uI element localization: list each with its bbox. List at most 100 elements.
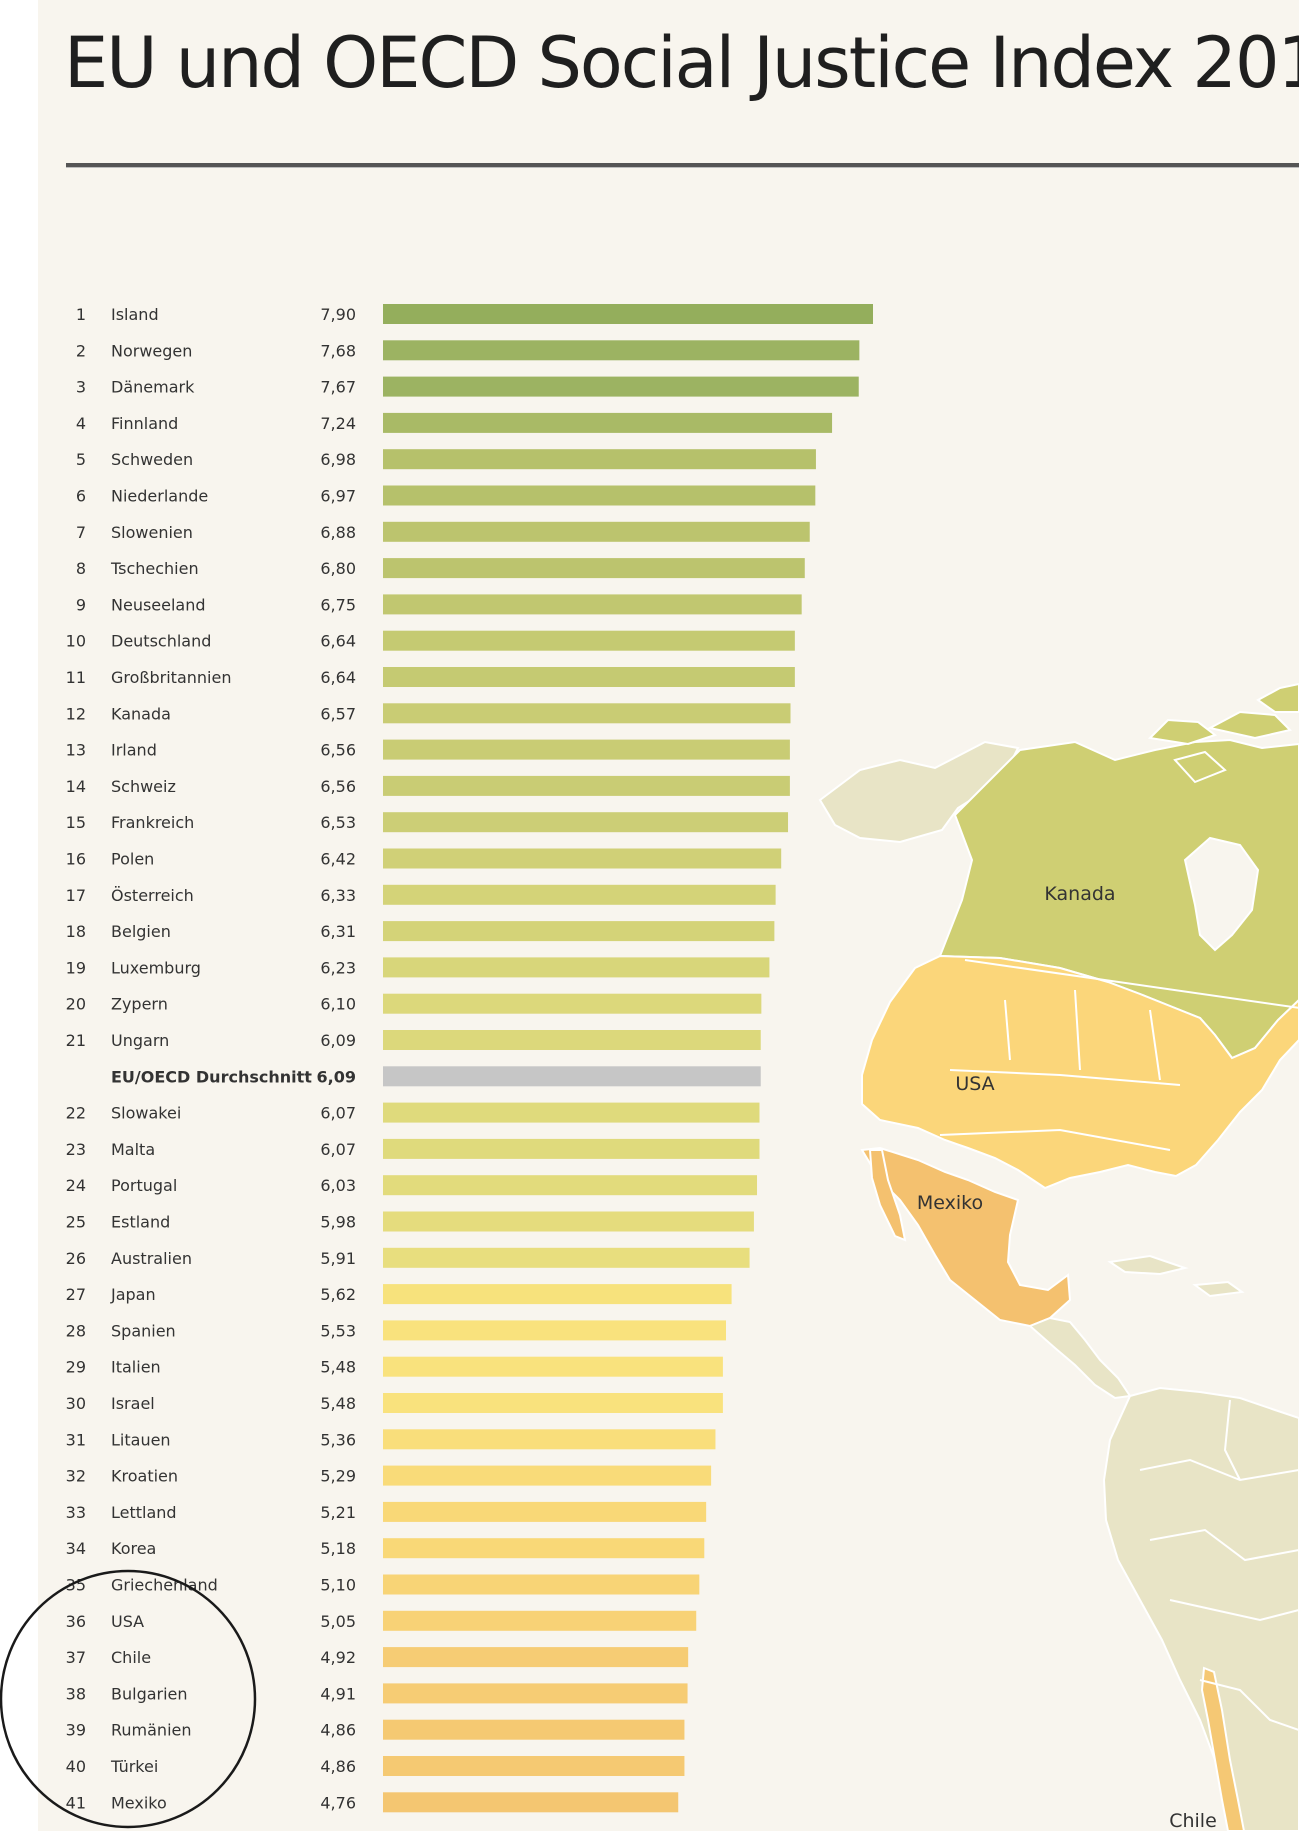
row-value: 6,80 xyxy=(320,559,356,578)
row-value: 6,97 xyxy=(320,487,356,506)
row-value: 5,36 xyxy=(320,1430,356,1449)
page-title: EU und OECD Social Justice Index 2019 xyxy=(64,22,1299,104)
row-rank: 12 xyxy=(66,704,86,723)
row-rank: 19 xyxy=(66,958,86,977)
row-country: Portugal xyxy=(111,1176,177,1195)
row-country: Estland xyxy=(111,1213,170,1232)
map-label-kanada: Kanada xyxy=(1044,883,1115,905)
row-rank: 6 xyxy=(76,487,86,506)
map-borders xyxy=(939,959,1299,1731)
row-value: 5,21 xyxy=(320,1503,356,1522)
row-country: Belgien xyxy=(111,922,171,941)
row-value: 4,76 xyxy=(320,1793,356,1812)
bar xyxy=(383,1175,758,1196)
row-rank: 34 xyxy=(66,1539,86,1558)
bar xyxy=(383,1102,760,1123)
row-rank: 18 xyxy=(66,922,86,941)
bar xyxy=(383,1393,723,1413)
row-value: 6,57 xyxy=(320,704,356,723)
row-value: 5,53 xyxy=(320,1321,356,1340)
bar xyxy=(383,1211,754,1232)
bar-rows: 1 Island 7,90 2 Norwegen 7,68 3 Dänemark 7,67 4 Fi… xyxy=(66,304,873,1813)
row-rank: 10 xyxy=(66,632,86,651)
row-rank: 13 xyxy=(66,741,86,760)
bar xyxy=(383,340,860,361)
row-value: 4,86 xyxy=(320,1721,356,1740)
row-country: Litauen xyxy=(111,1430,171,1449)
row-value: 7,24 xyxy=(320,414,356,433)
row-rank: 40 xyxy=(66,1757,86,1776)
row-country: Slowenien xyxy=(111,523,193,542)
map-label-usa: USA xyxy=(955,1073,994,1095)
row-country: Rumänien xyxy=(111,1721,192,1740)
row-rank: 9 xyxy=(76,595,86,614)
row-rank: 30 xyxy=(66,1394,86,1413)
row-rank: 21 xyxy=(66,1031,86,1050)
row-country: Chile xyxy=(111,1648,151,1667)
average-bar xyxy=(383,1066,761,1087)
map-region-caribbean xyxy=(1107,1254,1245,1298)
row-value: 6,09 xyxy=(320,1031,356,1050)
bar xyxy=(383,703,791,724)
bar xyxy=(383,1030,761,1050)
row-rank: 33 xyxy=(66,1503,86,1522)
row-rank: 7 xyxy=(76,523,86,542)
row-value: 4,86 xyxy=(320,1757,356,1776)
map-region-mexiko xyxy=(860,1146,1072,1328)
row-rank: 26 xyxy=(66,1249,86,1268)
title-rule xyxy=(66,163,1299,168)
row-rank: 5 xyxy=(76,450,86,469)
row-value: 5,48 xyxy=(320,1358,356,1377)
bar xyxy=(383,993,762,1014)
row-country: Mexiko xyxy=(111,1793,167,1812)
row-rank: 32 xyxy=(66,1467,86,1486)
row-rank: 37 xyxy=(66,1648,86,1667)
row-value: 6,10 xyxy=(320,995,356,1014)
row-value: 6,64 xyxy=(320,668,356,687)
row-country: Spanien xyxy=(111,1321,176,1340)
row-value: 6,42 xyxy=(320,850,356,869)
map-region-baja xyxy=(868,1149,907,1242)
row-country: Luxemburg xyxy=(111,958,201,977)
row-country: Italien xyxy=(111,1358,161,1377)
bar xyxy=(383,304,873,324)
bar xyxy=(383,1284,732,1305)
row-value: 7,68 xyxy=(320,341,356,360)
map-region-usa xyxy=(861,954,1299,1190)
row-country: Schweiz xyxy=(111,777,176,796)
bar xyxy=(383,775,790,796)
row-value: 6,23 xyxy=(320,958,356,977)
row-value: 6,56 xyxy=(320,777,356,796)
bar xyxy=(383,1247,750,1268)
row-value: 5,05 xyxy=(320,1612,356,1631)
map-region-chile xyxy=(1200,1666,1246,1831)
row-country: Malta xyxy=(111,1140,155,1159)
row-country: Großbritannien xyxy=(111,668,231,687)
row-rank: 38 xyxy=(66,1684,86,1703)
bar xyxy=(383,1792,679,1813)
row-rank: 4 xyxy=(76,414,86,433)
row-value: 7,67 xyxy=(320,378,356,397)
row-country: Australien xyxy=(111,1249,192,1268)
bar xyxy=(383,739,790,760)
row-rank: 24 xyxy=(66,1176,86,1195)
row-rank: 23 xyxy=(66,1140,86,1159)
row-country: Türkei xyxy=(110,1757,158,1776)
row-country: Zypern xyxy=(111,995,168,1014)
row-country: Island xyxy=(111,305,159,324)
bar xyxy=(383,449,816,470)
row-country: USA xyxy=(111,1612,144,1631)
row-value: 6,09 xyxy=(317,1067,356,1086)
row-country: Neuseeland xyxy=(111,595,206,614)
bar xyxy=(383,412,833,433)
bar xyxy=(383,1683,688,1704)
map-hudson-bay xyxy=(1183,836,1260,952)
row-rank: 41 xyxy=(66,1793,86,1812)
bar xyxy=(383,1356,723,1377)
row-rank: 15 xyxy=(66,813,86,832)
row-country: Kroatien xyxy=(111,1467,178,1486)
row-country: Frankreich xyxy=(111,813,194,832)
